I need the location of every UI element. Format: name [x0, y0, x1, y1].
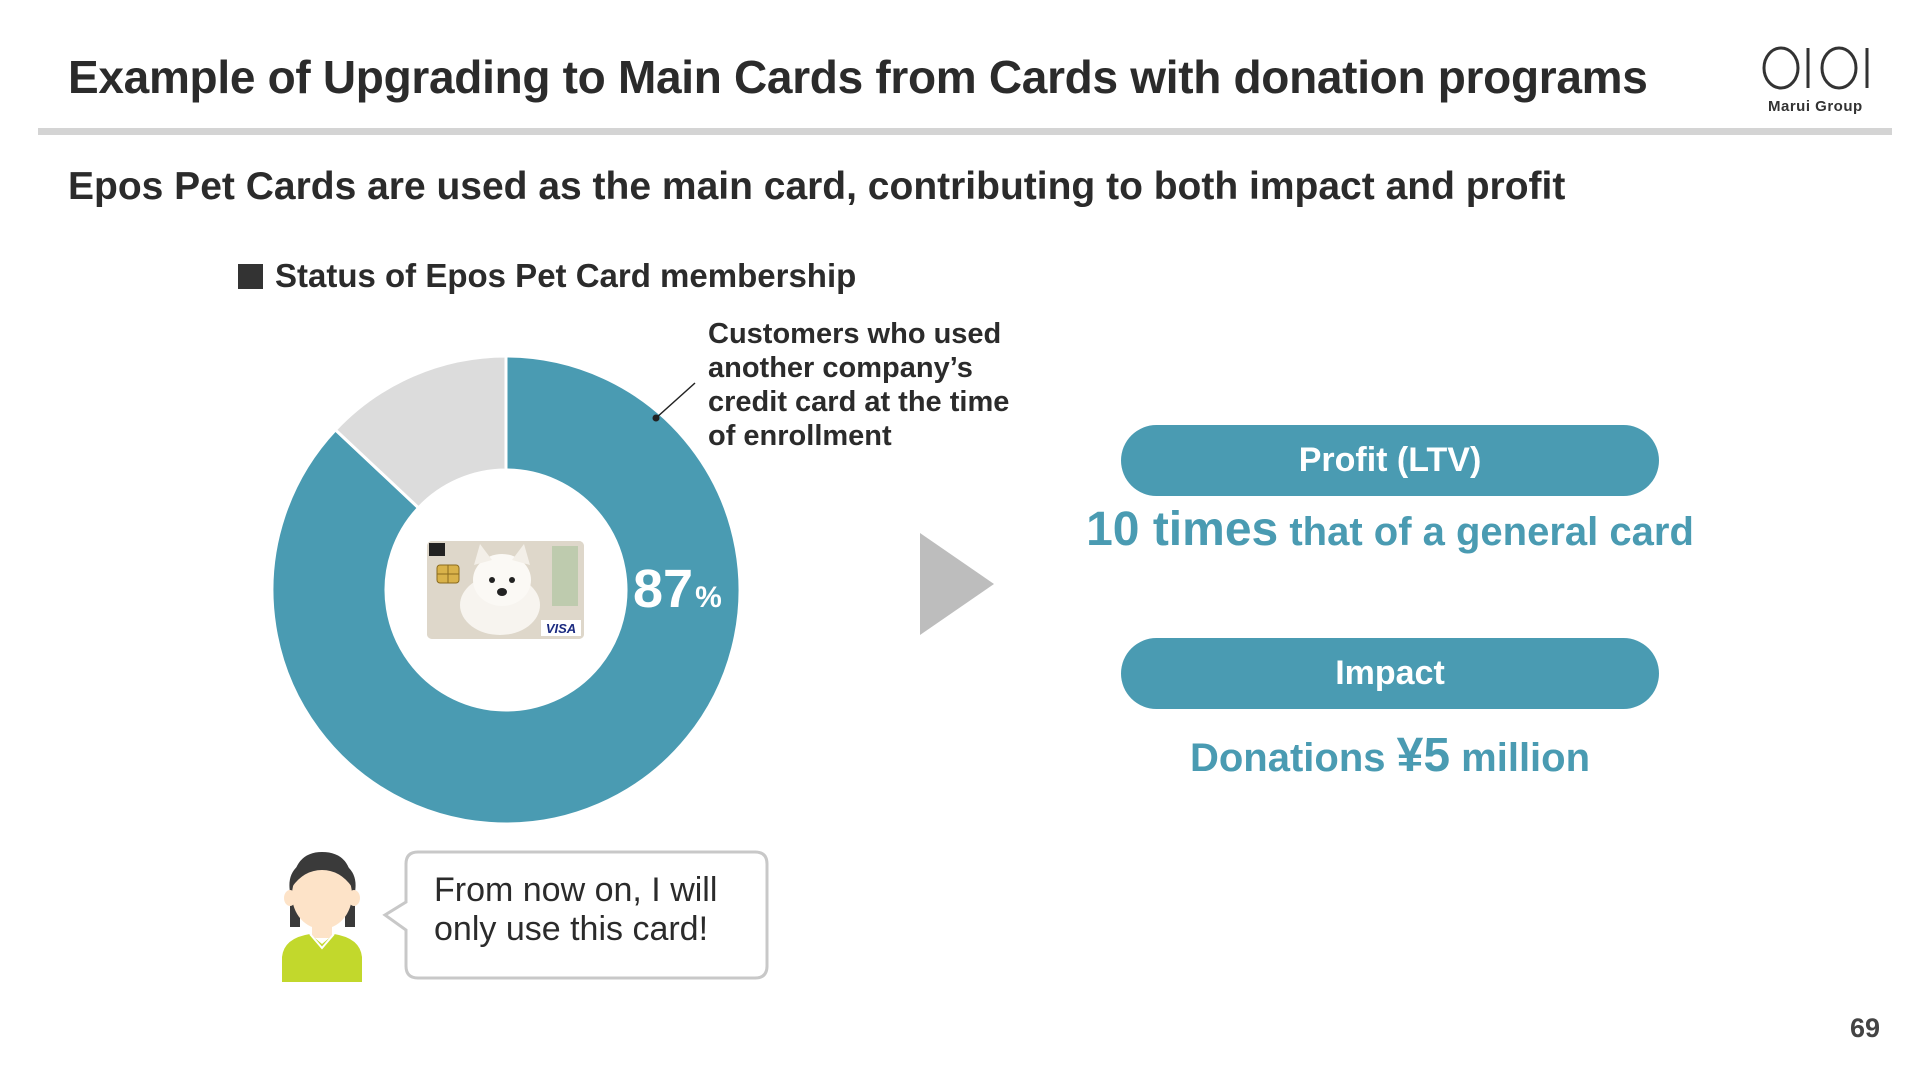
impact-statement: Donations ¥5 million: [1000, 728, 1780, 783]
title-divider: [38, 128, 1892, 135]
impact-value: ¥5: [1396, 729, 1451, 782]
impact-suffix: million: [1450, 736, 1591, 780]
marui-group-logo: Marui Group: [1752, 38, 1892, 118]
speech-bubble: [382, 850, 769, 980]
donut-slice-1: [333, 354, 508, 510]
page-number: 69: [1850, 1013, 1881, 1043]
chart-heading-text: Status of Epos Pet Card membership: [275, 257, 857, 294]
pet-card-image: VISA: [427, 541, 584, 639]
chart-callout-label: Customers who used another company’s cre…: [708, 318, 1010, 452]
donut-unit: %: [695, 581, 722, 614]
donut-slice-0: [270, 354, 742, 826]
donut-data-label: 87%: [633, 559, 722, 619]
square-bullet-icon: [238, 263, 263, 289]
oioi-logo-icon: [1762, 46, 1869, 90]
speech-text: From now on, I will only use this card!: [434, 871, 718, 948]
donut-slices: [270, 354, 742, 826]
callout-leader-dot: [652, 414, 660, 422]
callout-leader-line: [655, 382, 696, 419]
profit-value: 10 times: [1086, 503, 1279, 556]
profit-suffix: that of a general card: [1278, 510, 1694, 554]
profit-pill: Profit (LTV): [1121, 425, 1659, 496]
right-arrow-icon: [920, 533, 994, 635]
chart-heading: Status of Epos Pet Card membership: [238, 257, 856, 295]
logo-text: Marui Group: [1768, 98, 1863, 115]
impact-pill: Impact: [1121, 638, 1659, 709]
profit-statement: 10 times that of a general card: [1000, 502, 1780, 557]
visa-label: VISA: [546, 621, 576, 636]
person-icon: [282, 852, 362, 982]
impact-prefix: Donations: [1189, 736, 1397, 780]
page-subtitle: Epos Pet Cards are used as the main card…: [68, 165, 1566, 208]
donut-value: 87: [633, 559, 693, 619]
page-title: Example of Upgrading to Main Cards from …: [68, 51, 1648, 103]
